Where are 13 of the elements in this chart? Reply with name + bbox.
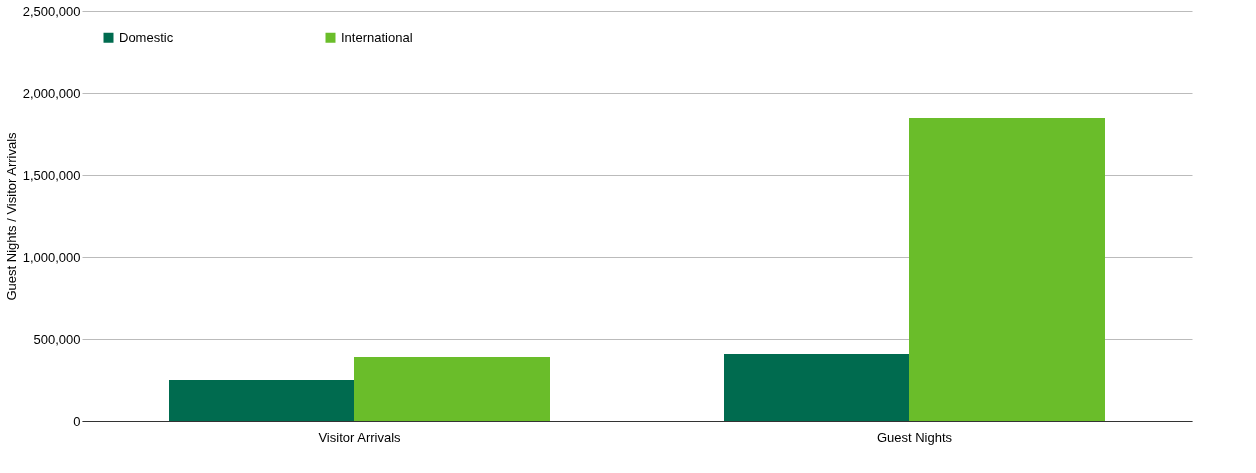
y-tick-label: 0 [73, 413, 81, 429]
x-tick-label: Visitor Arrivals [318, 429, 402, 445]
x-tick-label: Guest Nights [876, 429, 953, 445]
y-tick-label: 1,500,000 [22, 167, 81, 183]
legend-label: Domestic [119, 29, 174, 45]
bar [909, 117, 1105, 421]
legend-label: International [341, 29, 413, 45]
y-tick-label: 500,000 [33, 331, 81, 347]
y-tick-label: 2,500,000 [22, 3, 81, 19]
y-tick-label: 2,000,000 [22, 85, 81, 101]
y-tick-label: 1,000,000 [22, 249, 81, 265]
y-axis-title: Guest Nights / Visitor Arrivals [3, 131, 19, 301]
bar [354, 357, 550, 421]
